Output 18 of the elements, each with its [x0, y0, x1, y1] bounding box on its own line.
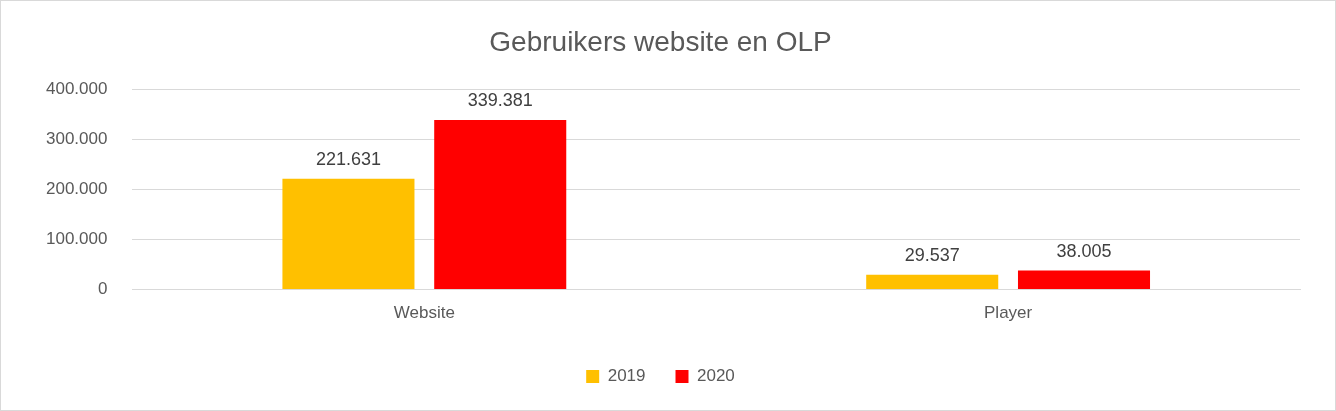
- y-tick-label: 400.000: [46, 79, 108, 99]
- x-tick-label: Website: [393, 303, 455, 323]
- data-label: 221.631: [315, 148, 381, 169]
- bar: [434, 119, 567, 290]
- y-tick-label: 200.000: [46, 179, 108, 199]
- bar: [866, 274, 999, 290]
- chart-title: Gebruikers website en OLP: [489, 25, 832, 57]
- legend-label: 2019: [607, 366, 646, 386]
- data-label: 339.381: [467, 89, 533, 110]
- bar: [1017, 270, 1151, 290]
- data-label: 38.005: [1056, 240, 1112, 261]
- data-label: 29.537: [904, 244, 960, 265]
- x-tick-label: Player: [984, 303, 1033, 323]
- y-tick-label: 300.000: [46, 129, 108, 149]
- y-tick-label: 0: [97, 279, 108, 299]
- y-tick-label: 100.000: [46, 229, 108, 249]
- legend-label: 2020: [697, 366, 735, 386]
- bar: [282, 178, 415, 290]
